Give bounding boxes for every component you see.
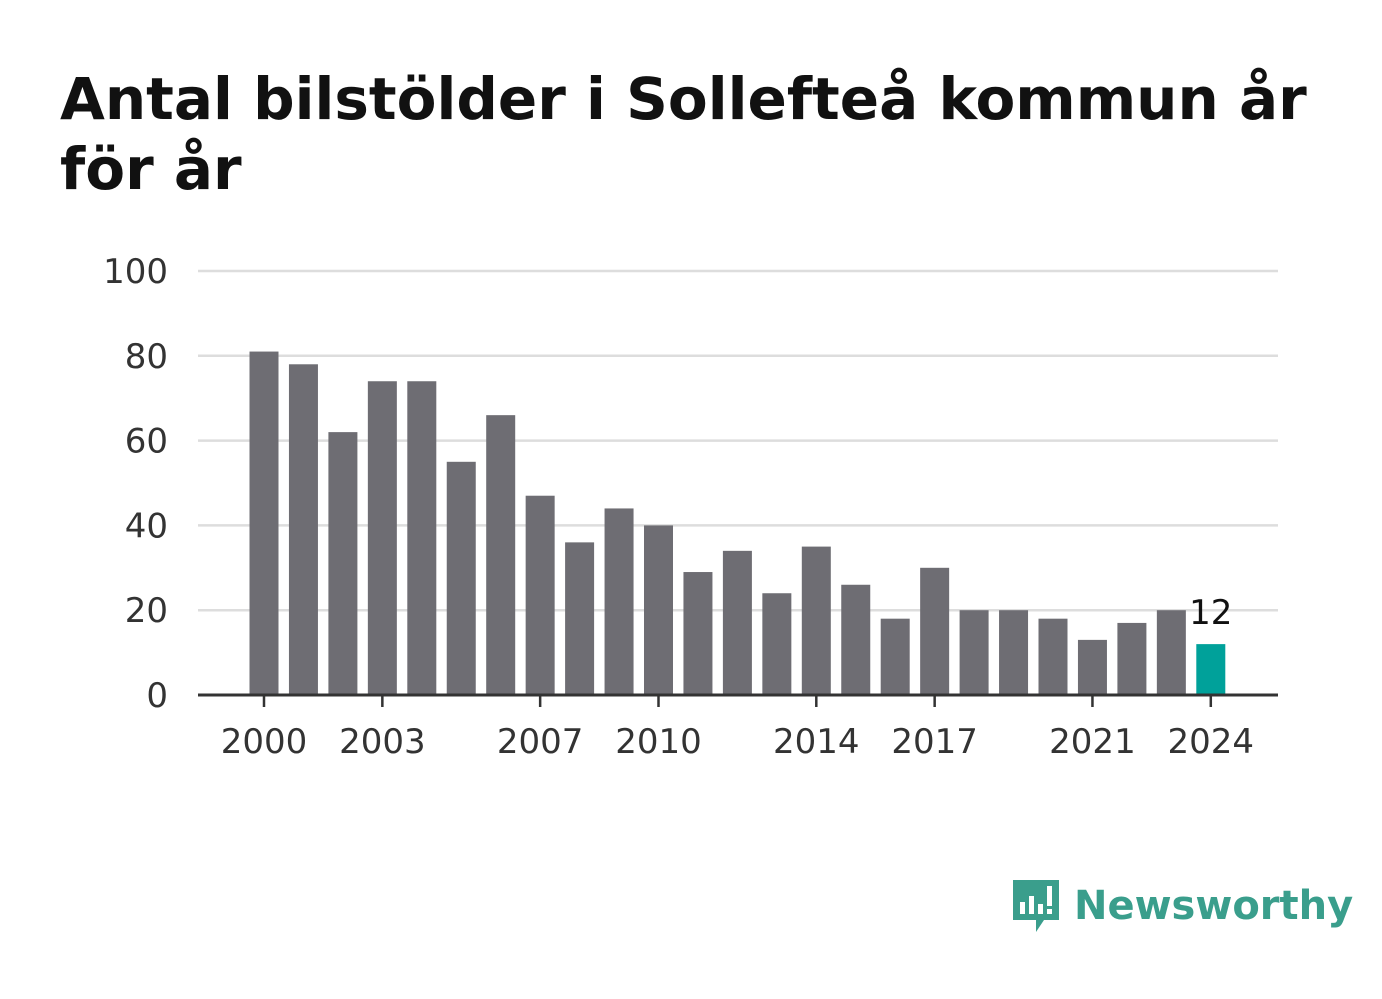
bar-2010 [644,525,673,695]
bars [249,351,1226,695]
bar-2018 [959,610,989,695]
bar-2020 [1038,618,1068,695]
x-tick-label: 2003 [339,722,426,762]
bar-2004 [407,381,437,695]
bar-2019 [999,610,1029,695]
bar-2008 [565,542,595,695]
data-labels: 12 [1189,593,1232,633]
bar-2017 [920,567,950,695]
x-tick-label: 2000 [221,722,308,762]
x-tick-label: 2017 [891,722,978,762]
x-tick-label: 2024 [1168,722,1255,762]
y-tick-label: 100 [103,252,168,292]
bar-2005 [446,461,476,695]
y-tick-label: 20 [125,591,168,631]
bar-2009 [604,508,634,695]
chart-title: Antal bilstölder i Sollefteå kommun år f… [60,65,1307,203]
x-tick-label: 2014 [773,722,860,762]
bar-2023 [1156,610,1186,695]
y-axis-ticks: 0 20 40 60 80 100 [103,252,168,716]
bar-2001 [288,364,318,695]
x-tick-label: 2010 [615,722,702,762]
bar-2011 [683,572,713,695]
bar-2003 [367,381,397,695]
x-axis-ticks: 2000 2003 2007 2010 2014 2017 2021 2024 [221,695,1254,762]
brand-logo: Newsworthy [1010,876,1353,936]
brand-name: Newsworthy [1074,883,1354,929]
x-tick-label: 2007 [497,722,584,762]
y-tick-label: 60 [125,422,168,462]
bar-2015 [841,584,871,695]
data-label-highlight: 12 [1189,593,1232,633]
bar-2012 [722,550,752,695]
bar-2000 [249,351,279,695]
x-tick-label: 2021 [1049,722,1136,762]
bar-2002 [328,432,358,695]
bar-2021 [1077,639,1107,695]
bar-2013 [762,593,792,695]
bar-2024 [1196,644,1226,695]
bar-2016 [880,618,910,695]
bar-2022 [1117,622,1147,695]
bar-2006 [486,415,516,695]
y-tick-label: 40 [125,506,168,546]
bar-2014 [801,546,831,695]
newsworthy-logo-icon [1013,880,1059,932]
y-tick-label: 0 [146,676,168,716]
y-tick-label: 80 [125,337,168,377]
bar-2007 [525,495,555,695]
